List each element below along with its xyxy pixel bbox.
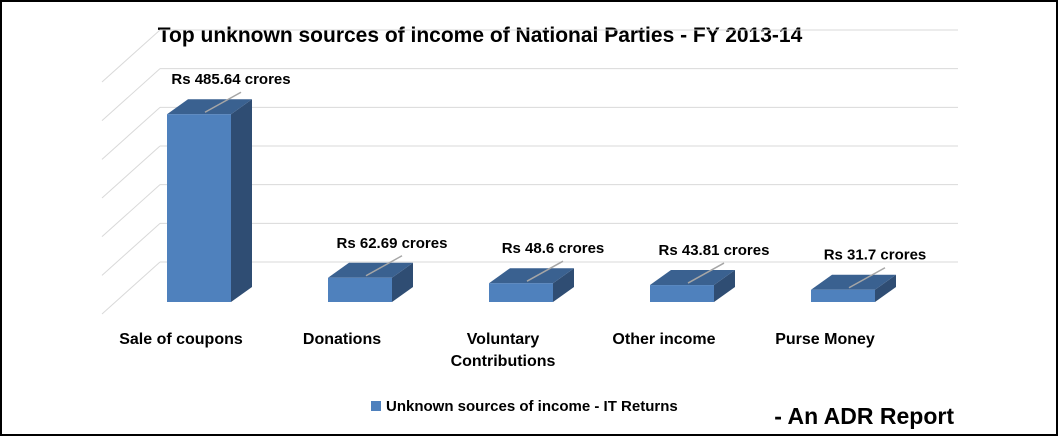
legend: Unknown sources of income - IT Returns (371, 398, 678, 415)
gridline-diagonal (101, 145, 161, 199)
bar-front (650, 285, 714, 302)
category-label: Donations (303, 331, 381, 348)
bar (811, 274, 896, 302)
bar-top (328, 262, 413, 278)
data-label: Rs 485.64 crores (171, 71, 290, 88)
gridline-diagonal (101, 68, 161, 122)
bar (167, 99, 252, 302)
bar-top (167, 99, 252, 115)
bar-side (553, 268, 574, 302)
category-label: Other income (612, 331, 715, 348)
bar-top (489, 268, 574, 284)
legend-swatch (371, 401, 381, 411)
data-label: Rs 48.6 crores (502, 240, 605, 257)
bar (650, 270, 735, 302)
bars (167, 99, 896, 302)
category-label: Sale of coupons (119, 331, 243, 348)
gridline-diagonal (101, 106, 161, 160)
category-labels: Sale of coupons Donations Voluntary Contrib… (119, 331, 875, 370)
gridline-diagonal (101, 184, 161, 238)
bar-side (875, 274, 896, 302)
gridline-diagonal (101, 261, 161, 315)
bar-top (650, 270, 735, 286)
bar-side (231, 99, 252, 302)
leader-line (526, 260, 564, 282)
leader-line (848, 267, 886, 289)
category-label: Voluntary Contributions (451, 331, 556, 370)
bar-side (392, 262, 413, 302)
bar-front (489, 283, 553, 302)
data-label: Rs 31.7 crores (824, 247, 927, 264)
report-credit: - An ADR Report (774, 403, 954, 429)
bar-top (811, 274, 896, 290)
chart-title: Top unknown sources of income of Nationa… (158, 24, 803, 47)
bar-front (167, 114, 231, 302)
leader-line (204, 91, 242, 113)
bar (328, 262, 413, 302)
leader-line (365, 255, 403, 277)
gridlines (101, 29, 958, 315)
category-label: Purse Money (775, 331, 875, 348)
gridline-diagonal (101, 29, 161, 83)
bar (489, 268, 574, 302)
legend-label: Unknown sources of income - IT Returns (386, 398, 678, 415)
gridline-diagonal (101, 222, 161, 276)
bar-front (328, 277, 392, 302)
data-label: Rs 43.81 crores (659, 242, 770, 259)
data-labels: Rs 485.64 crores Rs 62.69 crores Rs 48.6 c… (171, 71, 927, 289)
data-label: Rs 62.69 crores (337, 235, 448, 252)
bar-front (811, 289, 875, 302)
leader-line (687, 262, 725, 284)
bar-side (714, 270, 735, 302)
